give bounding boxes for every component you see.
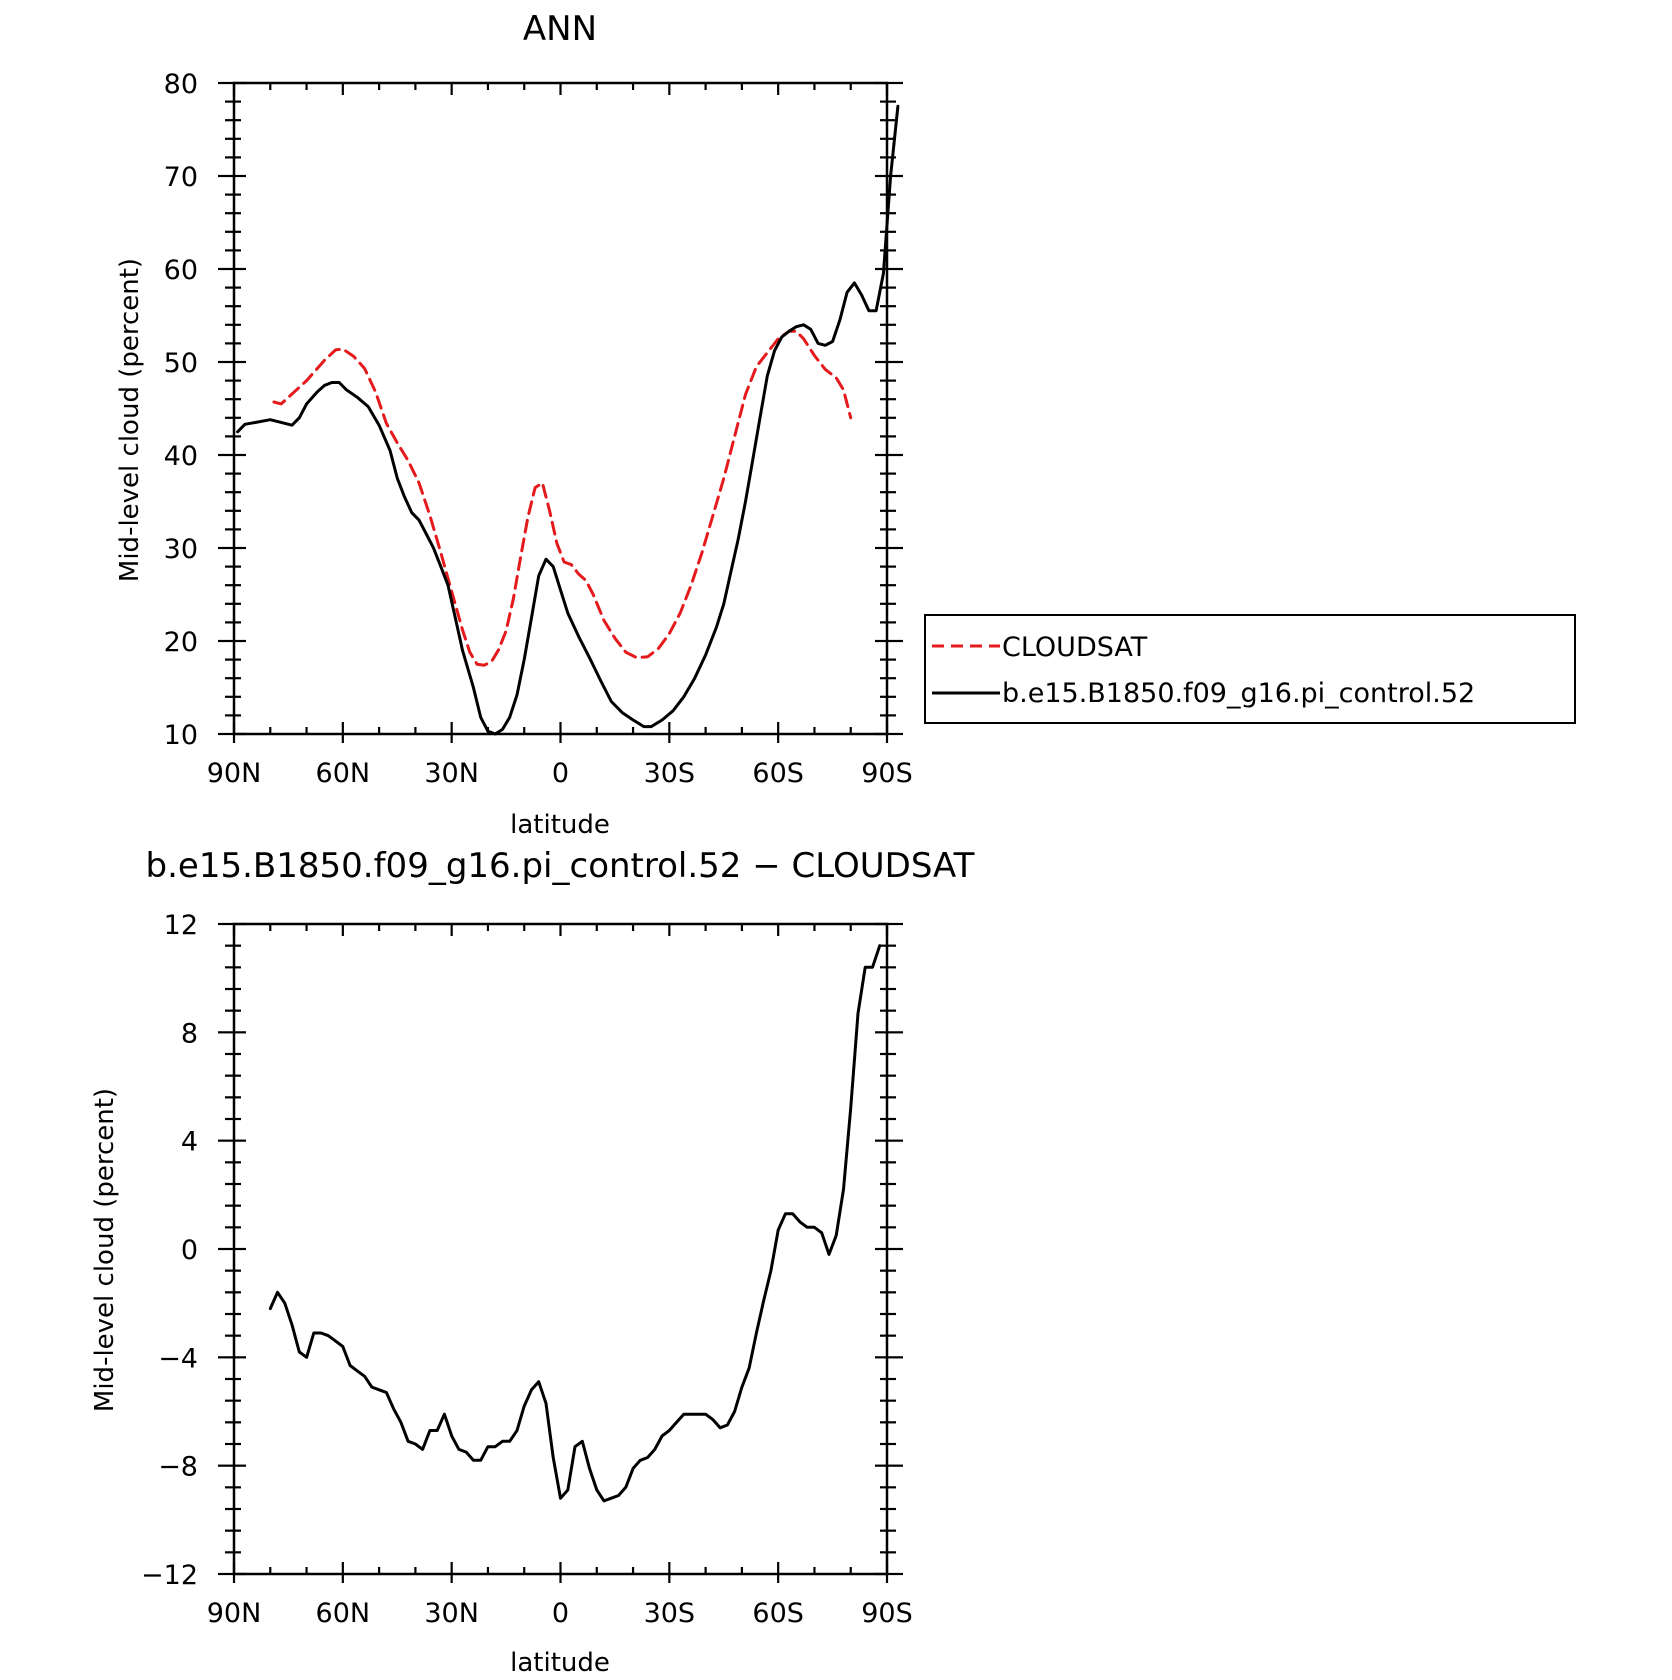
top-chart-lines xyxy=(236,104,900,736)
bottom-chart-xlabel: latitude xyxy=(510,1648,610,1678)
bottom-chart-ylabel: Mid-level cloud (percent) xyxy=(90,1088,120,1412)
legend-box xyxy=(924,614,1576,724)
bottom-ytick-label: 12 xyxy=(164,910,198,941)
top-ytick-label: 30 xyxy=(164,534,198,565)
bottom-xtick-label: 90S xyxy=(861,1598,913,1629)
top-xtick-label: 60S xyxy=(752,758,804,789)
top-chart-xlabel: latitude xyxy=(510,810,610,840)
top-xtick-label: 60N xyxy=(316,758,371,789)
top-ytick-label: 60 xyxy=(164,255,198,286)
top-series-line-0 xyxy=(272,329,853,667)
top-ytick-label: 50 xyxy=(164,348,198,379)
bottom-ytick-label: −12 xyxy=(141,1560,198,1591)
bottom-series-line-0 xyxy=(268,944,882,1503)
top-xtick-label: 90S xyxy=(861,758,913,789)
bottom-ytick-label: −8 xyxy=(158,1452,198,1483)
bottom-ytick-label: 8 xyxy=(181,1018,198,1049)
legend-label-cloudsat: CLOUDSAT xyxy=(1002,632,1148,663)
bottom-xtick-label: 90N xyxy=(207,1598,262,1629)
bottom-ytick-label: 0 xyxy=(181,1235,198,1266)
top-ytick-label: 20 xyxy=(164,627,198,658)
top-chart-frame xyxy=(232,81,889,736)
bottom-xtick-label: 0 xyxy=(552,1598,569,1629)
bottom-xtick-label: 60S xyxy=(752,1598,804,1629)
top-xtick-label: 30S xyxy=(644,758,696,789)
bottom-chart-title: b.e15.B1850.f09_g16.pi_control.52 − CLOU… xyxy=(146,846,975,886)
top-ytick-label: 40 xyxy=(164,441,198,472)
bottom-xtick-label: 30S xyxy=(644,1598,696,1629)
top-chart-ticks: 90N 60N 30N 0 30S 60S 90S 10 20 30 40 50 60 70 80 xyxy=(164,69,913,789)
legend: CLOUDSAT b.e15.B1850.f09_g16.pi_control.… xyxy=(924,614,1576,724)
top-ytick-label: 10 xyxy=(164,720,198,751)
bottom-chart-lines xyxy=(268,944,882,1503)
top-xtick-label: 0 xyxy=(552,758,569,789)
top-series-line-1 xyxy=(236,104,900,736)
top-chart-title: ANN xyxy=(523,9,597,49)
bottom-xtick-label: 30N xyxy=(424,1598,479,1629)
top-xtick-label: 30N xyxy=(424,758,479,789)
top-ytick-label: 70 xyxy=(164,162,198,193)
top-chart-ylabel: Mid-level cloud (percent) xyxy=(115,258,145,582)
top-ytick-label: 80 xyxy=(164,69,198,100)
top-xtick-label: 90N xyxy=(207,758,262,789)
bottom-ytick-label: −4 xyxy=(158,1343,198,1374)
bottom-chart-panel: b.e15.B1850.f09_g16.pi_control.52 − CLOU… xyxy=(90,846,975,1678)
bottom-xtick-label: 60N xyxy=(316,1598,371,1629)
top-chart-panel: ANN Mid-level cloud (percent) latitude 9… xyxy=(115,9,1576,840)
bottom-chart-frame xyxy=(232,922,889,1576)
legend-label-model: b.e15.B1850.f09_g16.pi_control.52 xyxy=(1002,678,1475,709)
bottom-chart-ticks: 90N 60N 30N 0 30S 60S 90S −12 −8 −4 0 4 8 12 xyxy=(141,910,913,1629)
bottom-ytick-label: 4 xyxy=(181,1127,198,1158)
